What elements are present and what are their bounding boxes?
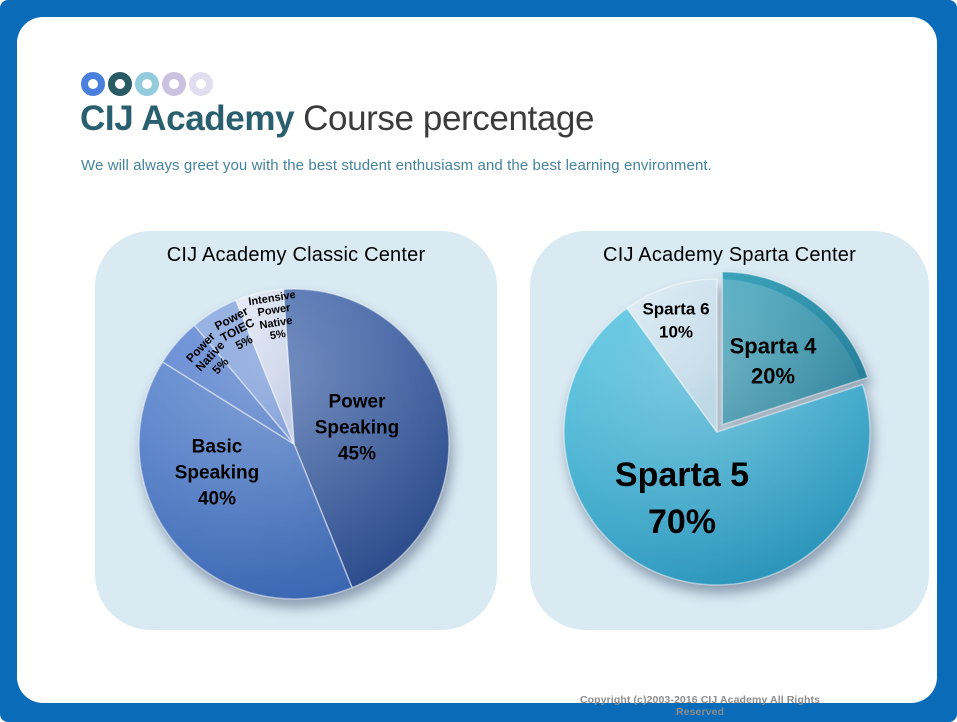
decorative-rings: [81, 72, 213, 96]
sparta-center-card: CIJ Academy Sparta Center Sparta 4 20% Sp…: [530, 231, 929, 630]
ring-icon: [162, 72, 186, 96]
sparta-pie-chart: [563, 270, 871, 586]
classic-card-title: CIJ Academy Classic Center: [166, 244, 426, 266]
brand-name: CIJ Academy: [80, 99, 295, 138]
sparta-card-title: CIJ Academy Sparta Center: [603, 244, 856, 266]
page-title-rest: Course percentage: [303, 99, 595, 138]
ring-icon: [81, 72, 105, 96]
page-title: CIJ Academy Course percentage: [80, 99, 595, 139]
pie-gloss-overlay: [564, 279, 870, 585]
ring-icon: [108, 72, 132, 96]
classic-center-card: CIJ Academy Classic Center Power Speakin…: [95, 231, 497, 630]
ring-icon: [135, 72, 159, 96]
subtitle-text: We will always greet you with the best s…: [81, 157, 712, 174]
ring-icon: [189, 72, 213, 96]
classic-pie-chart: [138, 288, 450, 600]
pie-gloss-overlay: [139, 289, 449, 599]
copyright-text: Copyright (c)2003-2016 CIJ Academy All R…: [579, 694, 821, 718]
slide-content: CIJ Academy Course percentage We will alw…: [17, 17, 937, 718]
